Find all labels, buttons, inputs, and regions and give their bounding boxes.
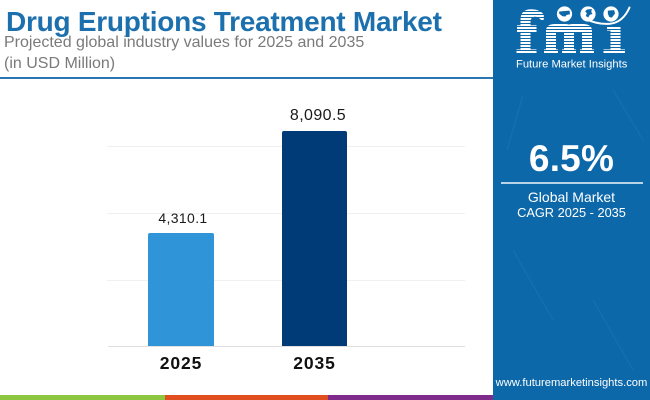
svg-text:Future Market Insights: Future Market Insights [516, 58, 628, 70]
